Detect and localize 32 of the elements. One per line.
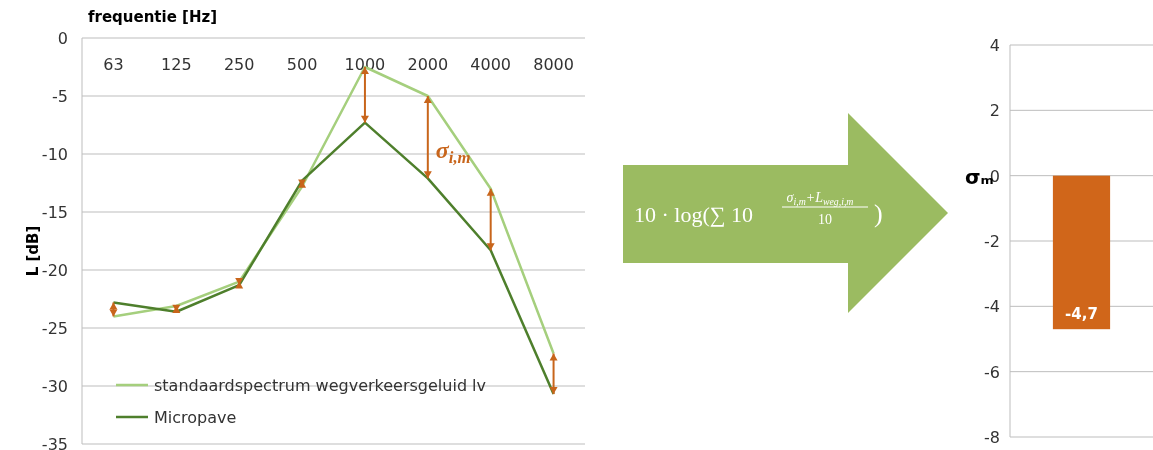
y-tick-label: 4 — [989, 36, 1000, 55]
x-tick-label: 1000 — [344, 55, 386, 74]
y-tick-label: -25 — [41, 319, 68, 338]
y-tick-label: -10 — [41, 145, 68, 164]
x-tick-label: 125 — [161, 55, 192, 74]
text: σ$_{i,m}$+L$_{weg,i,m}$ — [786, 190, 854, 207]
y-tick-label: -4 — [984, 297, 1000, 317]
annotation: σ$_{i,m}$ — [435, 137, 471, 168]
y-axis-title: L [dB] — [24, 225, 42, 277]
y-tick-label: -15 — [41, 203, 68, 222]
x-axis-title: frequentie [Hz] — [88, 8, 218, 26]
x-tick-label: 2000 — [407, 55, 449, 74]
data-label: -4,7 — [1065, 305, 1098, 324]
y-tick-label: -6 — [984, 362, 1000, 382]
y-tick-label: -5 — [52, 87, 68, 106]
x-tick-label: 8000 — [533, 55, 574, 74]
y-tick-label: -30 — [41, 377, 68, 396]
text: ) — [874, 199, 883, 228]
x-tick-label: 63 — [103, 55, 124, 74]
x-tick-label: 250 — [223, 55, 255, 74]
x-tick-label: 500 — [286, 55, 318, 74]
text: 10 — [818, 212, 832, 227]
text: 10 · log(∑ 10 — [634, 202, 753, 227]
legend-label: Micropave — [154, 408, 237, 427]
legend-label: standaardspectrum wegverkeersgeluid lv — [154, 376, 487, 395]
y-tick-label: 2 — [989, 101, 1000, 121]
y-tick-label: 0 — [57, 29, 68, 48]
y-tick-label: -35 — [41, 435, 68, 450]
y-tick-label: -8 — [984, 428, 1000, 447]
x-tick-label: 4000 — [470, 55, 512, 74]
y-tick-label: -20 — [41, 261, 68, 280]
y-tick-label: -2 — [984, 232, 1000, 251]
